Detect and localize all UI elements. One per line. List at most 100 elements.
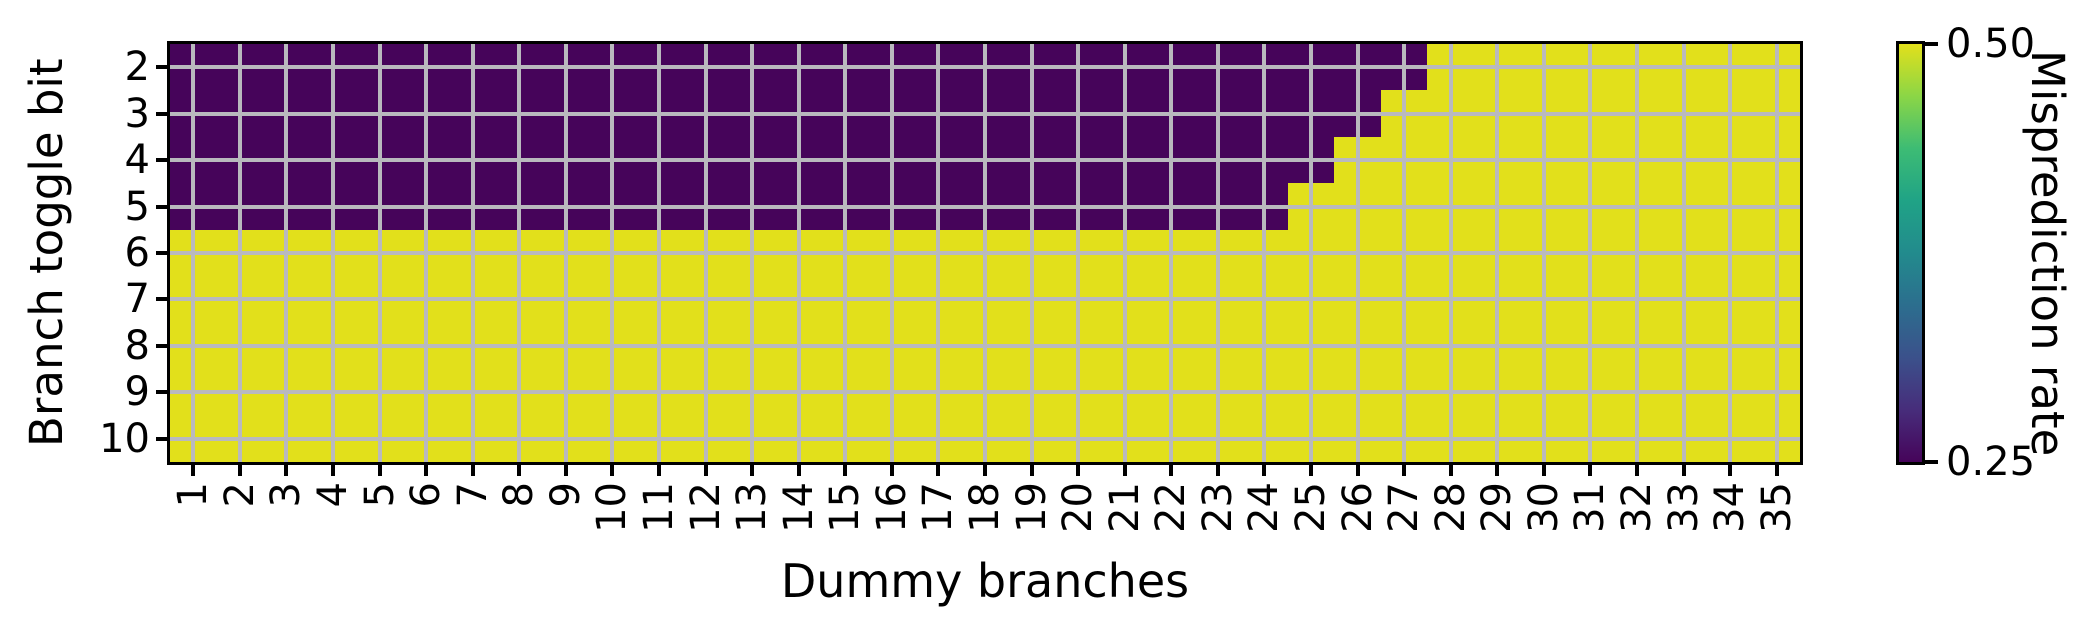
x-tick-label: 28	[1427, 482, 1474, 533]
horizontal-gridline	[170, 297, 1800, 302]
x-tick-mark	[424, 462, 429, 476]
x-tick-mark	[377, 462, 382, 476]
x-tick-label: 15	[822, 482, 869, 533]
x-tick-label: 5	[356, 482, 403, 508]
x-tick-label: 12	[682, 482, 729, 533]
x-tick-label: 6	[403, 482, 450, 508]
x-tick-label: 32	[1614, 482, 1660, 533]
colorbar-title: Misprediction rate	[2021, 49, 2074, 457]
x-tick-label: 2	[216, 482, 263, 508]
x-tick-label: 18	[962, 482, 1008, 533]
x-tick-label: 16	[868, 482, 915, 533]
y-tick-mark	[156, 436, 170, 441]
y-tick-mark	[156, 251, 170, 255]
x-tick-mark	[1541, 462, 1546, 476]
y-axis-title: Branch toggle bit	[20, 58, 73, 448]
y-tick-mark	[156, 158, 170, 163]
x-tick-label: 10	[589, 482, 636, 533]
colorbar-tick-label-min: 0.25	[1946, 439, 2036, 485]
y-tick-label: 7	[124, 276, 150, 323]
x-tick-label: 9	[542, 482, 589, 508]
y-tick-label: 10	[99, 415, 150, 462]
x-tick-mark	[1309, 462, 1313, 476]
x-tick-label: 25	[1288, 482, 1334, 533]
x-tick-label: 31	[1567, 482, 1614, 533]
x-tick-mark	[936, 462, 941, 476]
x-tick-mark	[750, 462, 755, 476]
x-tick-mark	[1728, 462, 1733, 476]
y-tick-mark	[156, 390, 170, 395]
x-tick-mark	[284, 462, 289, 476]
x-tick-label: 13	[729, 482, 776, 533]
x-tick-mark	[237, 462, 242, 476]
x-tick-label: 8	[496, 482, 543, 508]
x-tick-mark	[1402, 462, 1407, 476]
y-tick-mark	[156, 343, 170, 348]
x-tick-label: 14	[775, 482, 822, 533]
x-tick-label: 7	[449, 482, 496, 508]
colorbar-tick-top	[1925, 42, 1938, 46]
x-tick-mark	[331, 462, 335, 476]
y-tick-label: 2	[124, 44, 150, 91]
x-tick-label: 26	[1334, 482, 1381, 533]
horizontal-gridline	[170, 436, 1800, 441]
x-tick-label: 20	[1055, 482, 1102, 533]
y-tick-label: 3	[124, 90, 150, 137]
x-tick-mark	[1635, 462, 1639, 476]
x-axis-title: Dummy branches	[780, 554, 1190, 608]
x-tick-mark	[1495, 462, 1500, 476]
x-tick-label: 33	[1660, 482, 1707, 533]
x-tick-label: 27	[1381, 482, 1428, 533]
y-tick-label: 8	[124, 322, 150, 369]
horizontal-gridline	[170, 158, 1800, 163]
x-tick-mark	[1215, 462, 1220, 476]
colorbar-tick-bottom	[1925, 460, 1938, 464]
x-tick-label: 17	[915, 482, 962, 533]
x-tick-mark	[1169, 462, 1174, 476]
colorbar-tick-label-max: 0.50	[1946, 21, 2036, 67]
x-tick-label: 30	[1520, 482, 1567, 533]
x-tick-mark	[1122, 462, 1127, 476]
x-tick-label: 35	[1753, 482, 1800, 533]
heatmap-plot	[170, 44, 1800, 462]
x-tick-mark	[657, 462, 661, 476]
horizontal-gridline	[170, 204, 1800, 209]
y-tick-mark	[156, 65, 170, 70]
x-tick-label: 23	[1194, 482, 1241, 533]
x-tick-mark	[1681, 462, 1686, 476]
y-tick-label: 4	[124, 137, 150, 184]
x-tick-mark	[517, 462, 522, 476]
x-tick-mark	[843, 462, 848, 476]
x-tick-label: 29	[1474, 482, 1521, 533]
x-tick-mark	[1029, 462, 1034, 476]
horizontal-gridline	[170, 390, 1800, 395]
y-tick-mark	[156, 204, 170, 209]
horizontal-gridline	[170, 111, 1800, 116]
x-tick-label: 34	[1707, 482, 1754, 533]
x-tick-label: 11	[636, 482, 682, 533]
x-tick-mark	[889, 462, 894, 476]
x-tick-mark	[191, 462, 196, 476]
x-tick-mark	[703, 462, 708, 476]
x-tick-label: 22	[1148, 482, 1195, 533]
y-tick-mark	[156, 111, 170, 116]
x-tick-label: 3	[263, 482, 310, 508]
x-tick-label: 4	[310, 482, 356, 508]
x-tick-mark	[983, 462, 987, 476]
x-tick-label: 21	[1101, 482, 1148, 533]
x-tick-mark	[1774, 462, 1779, 476]
y-tick-label: 9	[124, 369, 150, 416]
x-tick-label: 1	[170, 482, 217, 508]
x-tick-mark	[1588, 462, 1593, 476]
x-tick-mark	[1262, 462, 1267, 476]
y-tick-mark	[156, 297, 170, 302]
horizontal-gridline	[170, 251, 1800, 255]
colorbar-gradient	[1899, 44, 1922, 462]
y-tick-label: 6	[124, 230, 150, 276]
x-tick-label: 24	[1241, 482, 1288, 533]
x-tick-mark	[563, 462, 568, 476]
x-tick-label: 19	[1008, 482, 1055, 533]
horizontal-gridline	[170, 343, 1800, 348]
x-tick-mark	[796, 462, 801, 476]
